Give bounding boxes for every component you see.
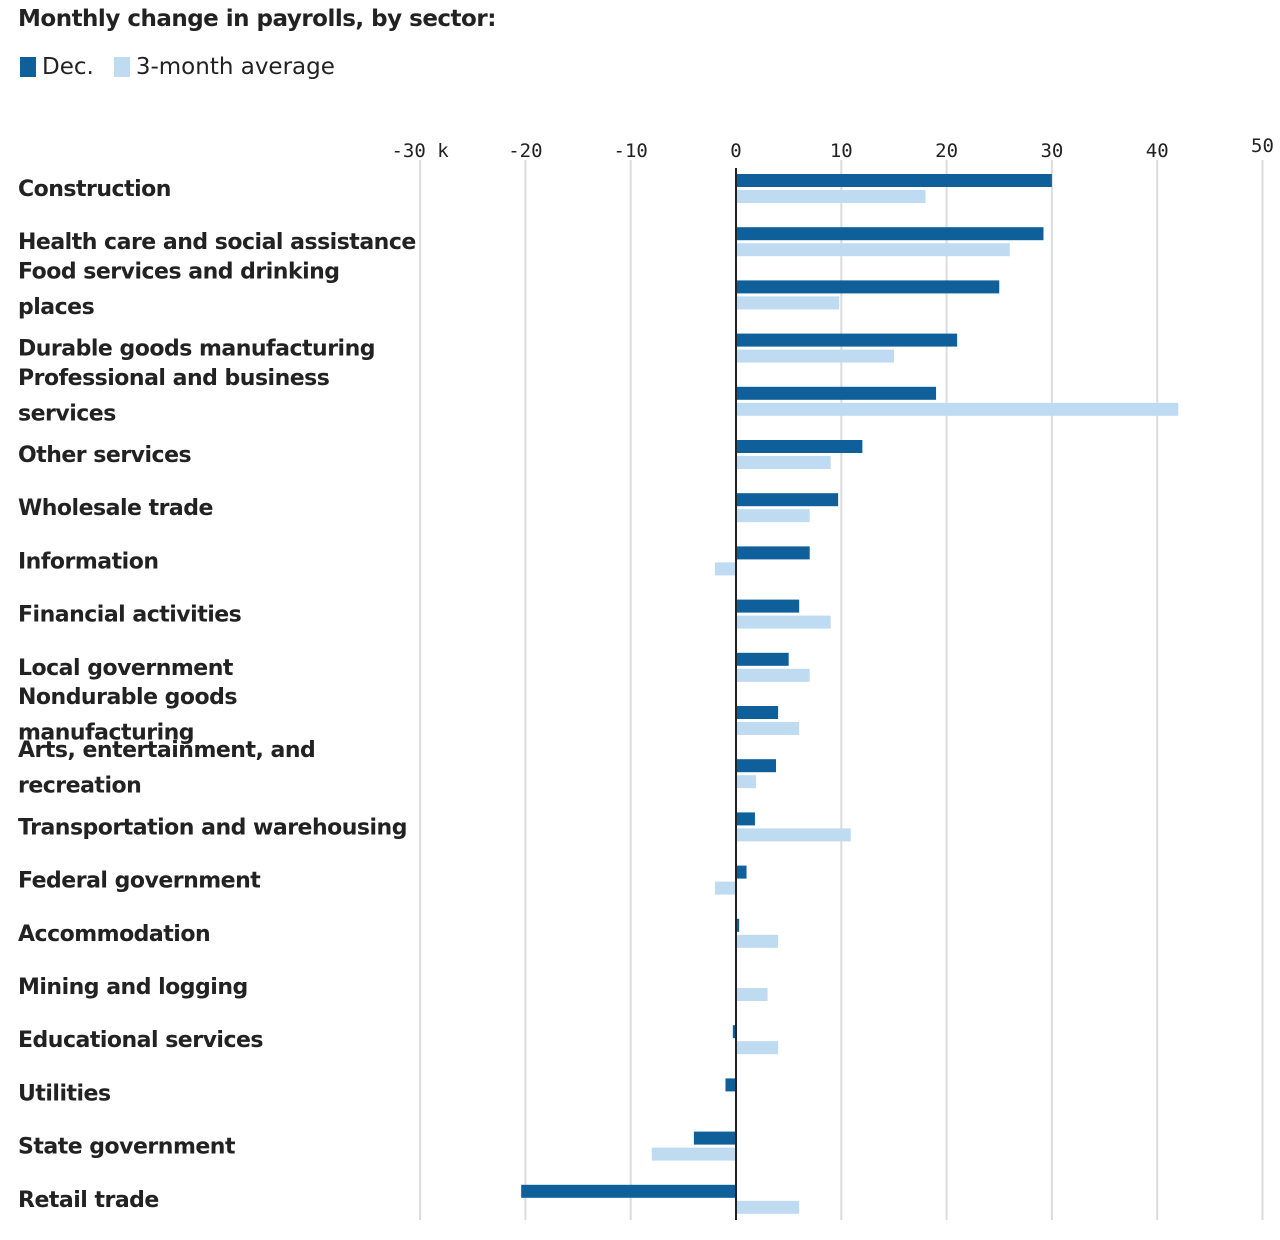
category-label: Construction bbox=[18, 177, 171, 202]
x-tick-label: -10 bbox=[614, 140, 648, 162]
bar-dec bbox=[736, 759, 777, 773]
category-label: Educational services bbox=[18, 1028, 263, 1053]
bar-dec bbox=[736, 440, 863, 453]
bar-dec bbox=[736, 333, 958, 347]
bar-3-month-average bbox=[736, 243, 1010, 257]
bar-dec bbox=[736, 227, 1044, 241]
bar-dec bbox=[736, 386, 937, 400]
category-label: Accommodation bbox=[18, 922, 210, 947]
bar-dec bbox=[725, 1078, 736, 1092]
category-label: Durable goods manufacturing bbox=[18, 337, 375, 362]
bar-3-month-average bbox=[736, 615, 831, 629]
bar-dec bbox=[736, 652, 789, 666]
x-tick-label: 0 bbox=[730, 140, 741, 162]
category-label: Utilities bbox=[18, 1081, 111, 1106]
category-label: Transportation and warehousing bbox=[18, 815, 407, 840]
legend-swatch-dec bbox=[20, 57, 36, 77]
legend-item-dec: Dec. bbox=[20, 54, 94, 80]
bar-dec bbox=[736, 280, 1000, 294]
bar-dec bbox=[736, 599, 800, 613]
bar-dec bbox=[736, 174, 1052, 187]
bar-3-month-average bbox=[651, 1147, 736, 1161]
category-label: manufacturing bbox=[18, 721, 194, 746]
category-label: Wholesale trade bbox=[18, 496, 213, 521]
category-label: Food services and drinking bbox=[18, 259, 340, 284]
bar-3-month-average bbox=[736, 934, 779, 948]
bar-3-month-average bbox=[736, 296, 840, 310]
category-label: Arts, entertainment, and bbox=[18, 738, 315, 763]
category-label: Federal government bbox=[18, 869, 261, 894]
bar-dec bbox=[736, 493, 839, 507]
bar-3-month-average bbox=[736, 775, 757, 789]
category-label: Financial activities bbox=[18, 603, 242, 628]
bar-dec bbox=[736, 706, 779, 719]
category-label: Other services bbox=[18, 443, 192, 468]
x-tick-label: 40 bbox=[1146, 140, 1169, 162]
category-label: Local government bbox=[18, 656, 234, 681]
bar-3-month-average bbox=[736, 828, 851, 842]
legend: Dec. 3-month average bbox=[20, 54, 355, 80]
category-label: places bbox=[18, 295, 95, 320]
bar-3-month-average bbox=[736, 190, 926, 203]
bar-3-month-average bbox=[714, 881, 736, 895]
legend-label-3-month-average: 3-month average bbox=[135, 54, 335, 80]
legend-label-dec: Dec. bbox=[42, 54, 94, 80]
bar-3-month-average bbox=[736, 988, 768, 1001]
bar-dec bbox=[521, 1184, 736, 1198]
category-label: Retail trade bbox=[18, 1188, 159, 1213]
category-label: services bbox=[18, 401, 116, 426]
bar-3-month-average bbox=[736, 349, 894, 363]
bar-dec bbox=[736, 865, 747, 879]
category-label: Professional and business bbox=[18, 366, 330, 391]
bar-3-month-average bbox=[736, 722, 800, 735]
bar-dec bbox=[693, 1131, 736, 1145]
x-tick-label: 10 bbox=[830, 140, 853, 162]
bar-dec bbox=[736, 546, 810, 560]
x-tick-label: 50 bbox=[1251, 135, 1274, 157]
bar-3-month-average bbox=[736, 456, 831, 469]
legend-swatch-3-month-average bbox=[113, 57, 130, 77]
bar-dec bbox=[736, 918, 740, 932]
bar-3-month-average bbox=[736, 1041, 779, 1055]
category-label: Mining and logging bbox=[18, 975, 248, 1000]
bar-3-month-average bbox=[736, 402, 1179, 416]
x-tick-label: 20 bbox=[935, 140, 958, 162]
chart-title: Monthly change in payrolls, by sector: bbox=[18, 6, 496, 32]
bar-3-month-average bbox=[714, 562, 736, 576]
category-label: Nondurable goods bbox=[18, 685, 237, 710]
bar-3-month-average bbox=[736, 668, 810, 682]
category-label: State government bbox=[18, 1135, 236, 1160]
x-tick-label: -20 bbox=[508, 140, 542, 162]
category-label: Information bbox=[18, 549, 159, 574]
category-label: recreation bbox=[18, 774, 141, 799]
bar-dec bbox=[736, 812, 755, 826]
bar-dec bbox=[732, 1025, 736, 1039]
bar-3-month-average bbox=[736, 1200, 800, 1214]
bar-3-month-average bbox=[736, 509, 810, 523]
category-label: Health care and social assistance bbox=[18, 230, 416, 255]
legend-item-3-month-average: 3-month average bbox=[113, 54, 335, 80]
x-tick-label: -30 k bbox=[391, 140, 449, 162]
x-tick-label: 30 bbox=[1040, 140, 1063, 162]
